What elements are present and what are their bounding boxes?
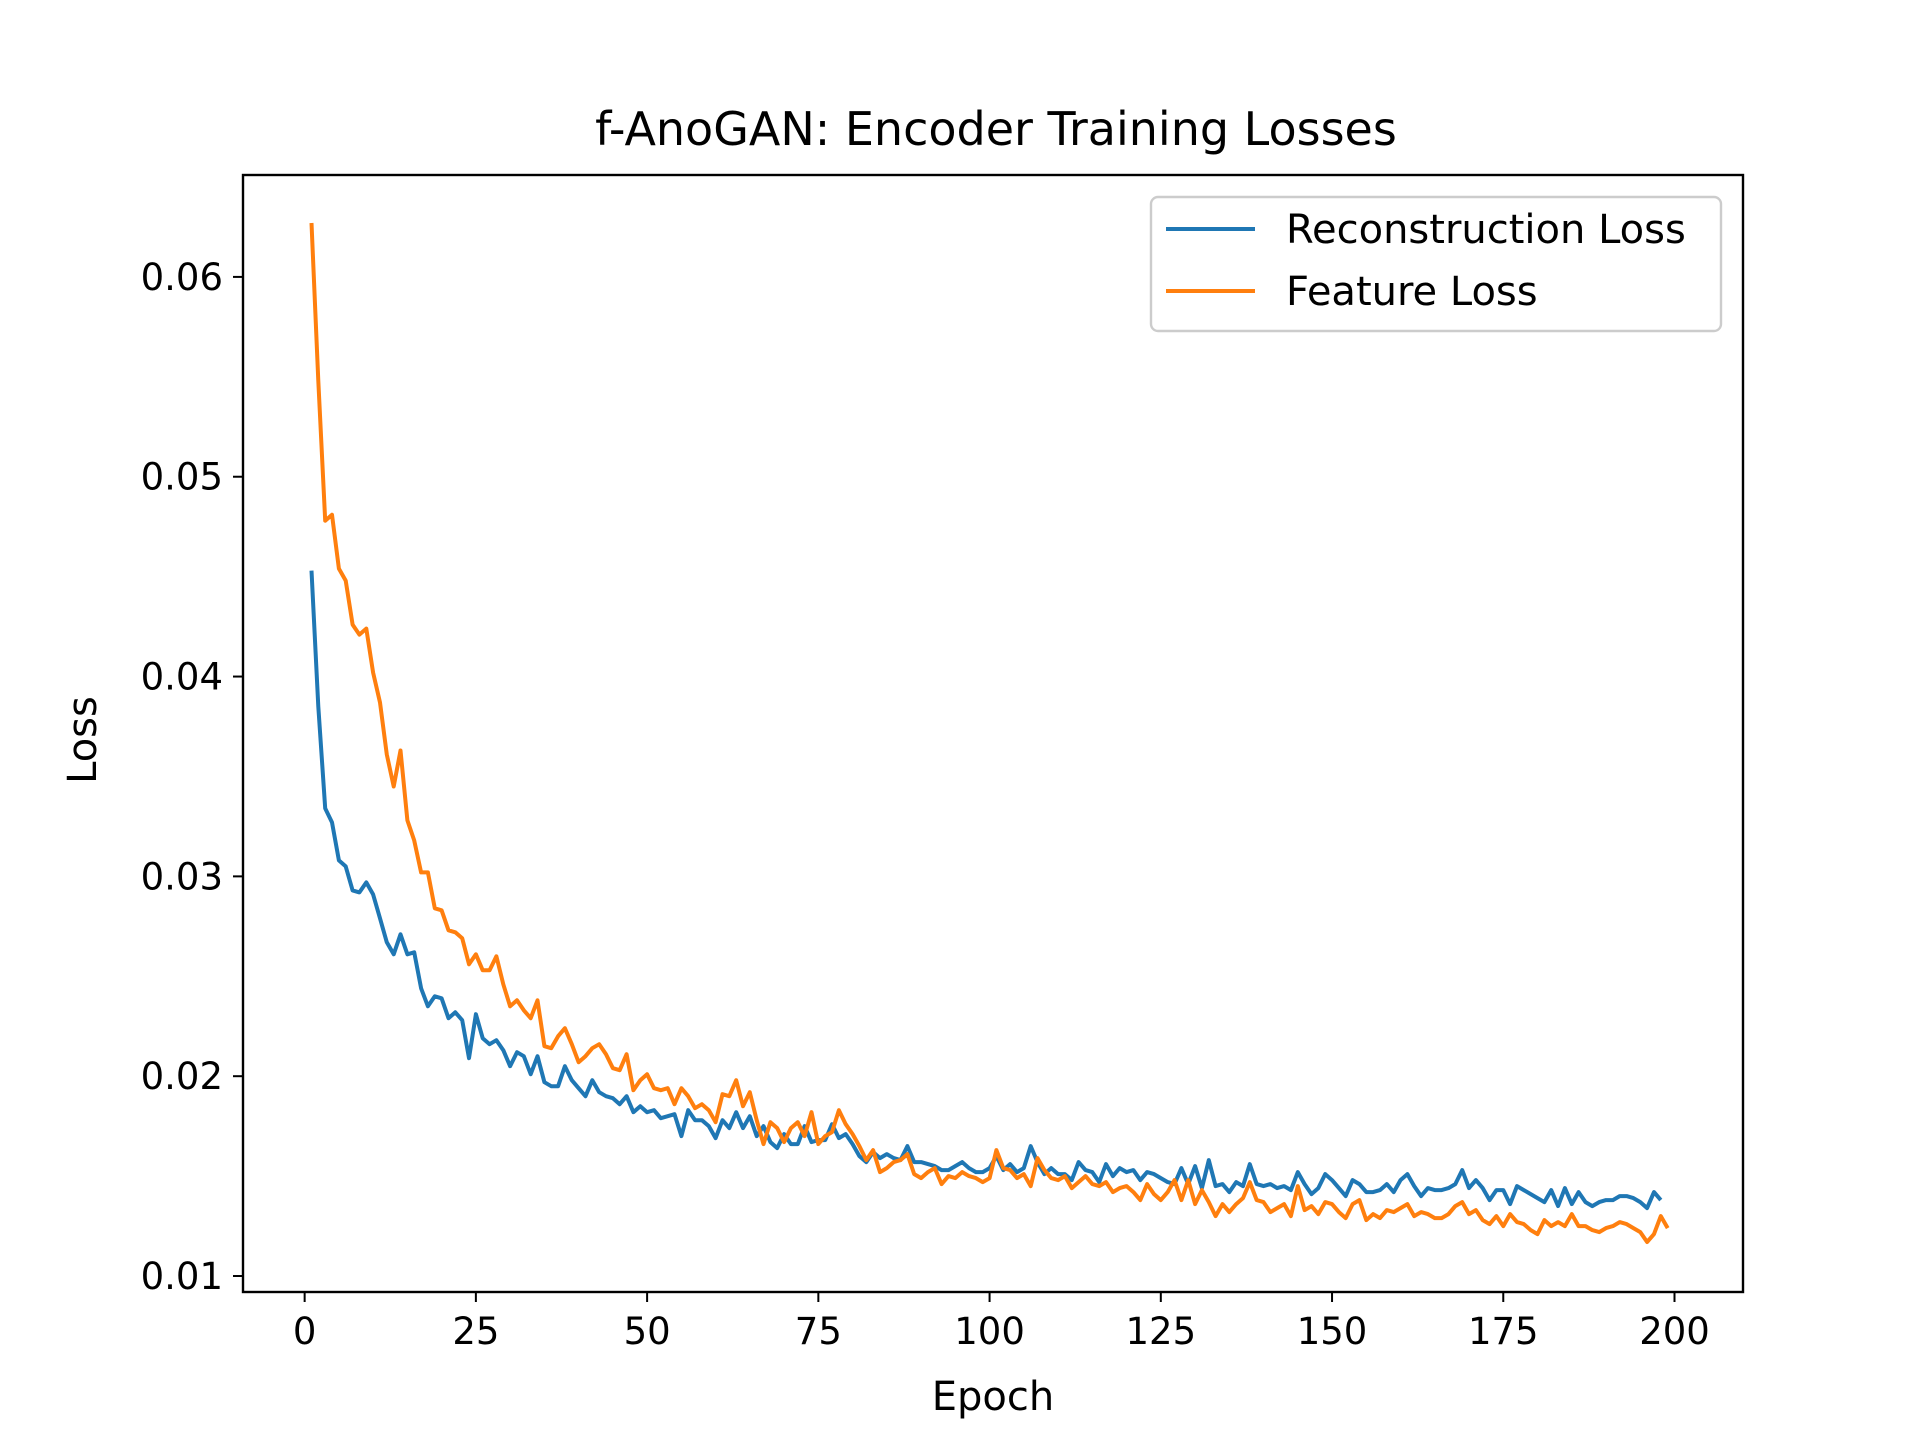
x-tick-label: 50 (624, 1310, 671, 1353)
x-tick-label: 125 (1125, 1310, 1196, 1353)
x-tick-label: 100 (954, 1310, 1025, 1353)
y-tick-label: 0.02 (141, 1055, 223, 1098)
y-tick-label: 0.04 (141, 656, 223, 699)
y-axis: 0.01 0.02 0.03 0.04 0.05 0.06 (141, 256, 243, 1298)
x-axis: 0 25 50 75 100 125 150 175 200 (293, 1292, 1710, 1353)
legend-box (1149, 195, 1723, 333)
y-tick-label: 0.01 (141, 1255, 223, 1298)
y-tick-label: 0.06 (141, 256, 223, 299)
series-line-feature-loss (309, 222, 1670, 1244)
series-line-reconstruction-loss (309, 570, 1663, 1211)
y-tick-label: 0.03 (141, 855, 223, 898)
y-tick-label: 0.05 (141, 456, 223, 499)
series-layer (309, 222, 1670, 1244)
legend-label-feature-loss: Feature Loss (1286, 269, 1538, 315)
legend: Reconstruction Loss Feature Loss (1149, 195, 1723, 333)
x-axis-label: Epoch (932, 1374, 1054, 1420)
x-tick-label: 200 (1639, 1310, 1710, 1353)
x-tick-label: 175 (1468, 1310, 1539, 1353)
x-tick-label: 75 (795, 1310, 842, 1353)
plot-frame (241, 173, 1745, 1294)
x-tick-label: 0 (293, 1310, 317, 1353)
x-tick-label: 150 (1297, 1310, 1368, 1353)
legend-label-reconstruction-loss: Reconstruction Loss (1286, 207, 1686, 253)
chart-title: f-AnoGAN: Encoder Training Losses (595, 102, 1397, 156)
y-axis-label: Loss (60, 696, 106, 784)
x-tick-label: 25 (452, 1310, 499, 1353)
